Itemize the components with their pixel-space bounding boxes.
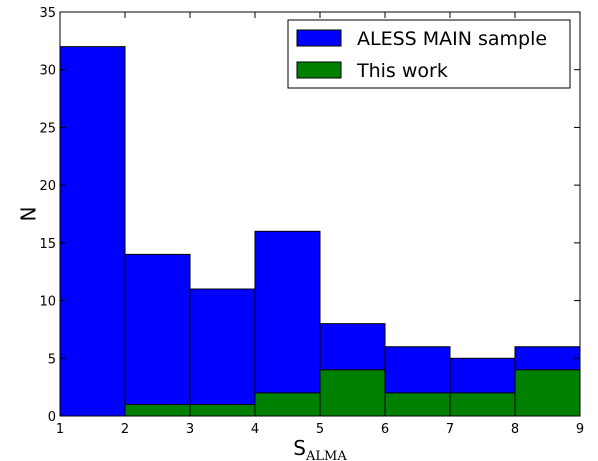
x-axis-label-main: S (293, 436, 306, 460)
x-axis-label-subscript: ALMA (305, 449, 347, 461)
x-tick-label: 7 (446, 422, 454, 437)
bar-aless-3 (189, 288, 256, 417)
y-tick-label: 35 (39, 6, 56, 21)
y-tick-label: 15 (39, 237, 56, 252)
legend-swatch-aless (296, 29, 342, 47)
bar-this-work-5 (319, 369, 386, 417)
bar-aless-4 (254, 230, 321, 417)
bar-aless-1 (59, 46, 126, 417)
y-tick-label: 0 (48, 410, 56, 425)
bars-layer (59, 46, 581, 417)
legend-swatch-this-work (296, 61, 342, 79)
legend-label-aless: ALESS MAIN sample (357, 28, 547, 50)
legend: ALESS MAIN sample This work (287, 19, 571, 89)
x-tick-label: 9 (576, 422, 584, 437)
x-tick-label: 4 (251, 422, 259, 437)
y-axis-label-group: N (17, 207, 41, 222)
x-tick-label: 5 (316, 422, 324, 437)
bar-this-work-8 (514, 369, 581, 417)
bar-this-work-3 (189, 403, 256, 417)
x-tick-label: 8 (511, 422, 519, 437)
y-tick-label: 25 (39, 121, 56, 136)
y-tick-label: 30 (39, 64, 56, 79)
x-tick-label: 6 (381, 422, 389, 437)
y-tick-label: 20 (39, 179, 56, 194)
plot-frame (59, 11, 581, 417)
bar-this-work-2 (124, 403, 191, 417)
x-tick-label: 3 (186, 422, 194, 437)
bar-this-work-6 (384, 392, 451, 417)
bar-this-work-4 (254, 392, 321, 417)
legend-label-this-work: This work (356, 60, 448, 82)
bar-aless-2 (124, 253, 191, 417)
y-axis-label: N (17, 207, 41, 222)
x-tick-label: 2 (121, 422, 129, 437)
y-tick-label: 10 (39, 295, 56, 310)
x-axis-label: SALMA (293, 436, 347, 461)
x-tick-label: 1 (56, 422, 64, 437)
bar-this-work-7 (449, 392, 516, 417)
ticks-layer: 1 2 3 4 5 6 7 8 9 0 5 10 15 20 25 30 35 (39, 6, 584, 437)
y-tick-label: 5 (48, 352, 56, 367)
